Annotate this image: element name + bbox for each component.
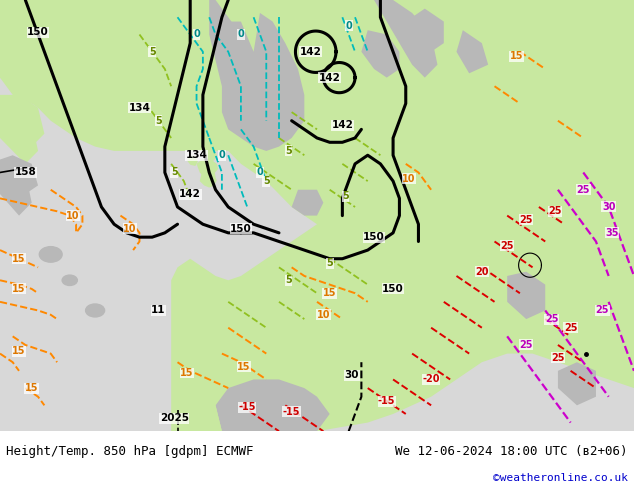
- Text: 0: 0: [219, 150, 225, 160]
- Text: 5: 5: [285, 275, 292, 285]
- Polygon shape: [209, 0, 298, 151]
- Text: 134: 134: [129, 103, 150, 113]
- Text: 0: 0: [238, 29, 244, 40]
- Text: 25: 25: [519, 215, 533, 225]
- Text: 5: 5: [263, 176, 269, 186]
- Text: 5: 5: [171, 168, 178, 177]
- Text: 142: 142: [319, 73, 340, 83]
- Text: 25: 25: [548, 206, 562, 216]
- Text: 10: 10: [123, 223, 137, 234]
- Text: 15: 15: [510, 51, 524, 61]
- Text: Height/Temp. 850 hPa [gdpm] ECMWF: Height/Temp. 850 hPa [gdpm] ECMWF: [6, 445, 254, 458]
- Polygon shape: [197, 159, 216, 182]
- Text: 150: 150: [27, 27, 49, 37]
- Polygon shape: [209, 0, 304, 164]
- Polygon shape: [254, 13, 304, 129]
- Text: 15: 15: [12, 346, 26, 356]
- Text: 25: 25: [576, 185, 590, 195]
- Text: 15: 15: [180, 368, 194, 378]
- Polygon shape: [0, 0, 634, 228]
- Polygon shape: [187, 155, 198, 166]
- Polygon shape: [202, 146, 217, 162]
- Text: 0: 0: [257, 168, 263, 177]
- Circle shape: [86, 304, 105, 317]
- Text: 25: 25: [564, 323, 578, 333]
- Polygon shape: [0, 155, 38, 194]
- Text: 142: 142: [300, 47, 321, 57]
- Polygon shape: [0, 160, 32, 216]
- Text: 10: 10: [402, 174, 416, 184]
- Text: We 12-06-2024 18:00 UTC (ʙ2+06): We 12-06-2024 18:00 UTC (ʙ2+06): [395, 445, 628, 458]
- Text: 15: 15: [237, 362, 251, 371]
- Polygon shape: [507, 271, 545, 319]
- Polygon shape: [0, 95, 44, 147]
- Text: 5: 5: [327, 258, 333, 268]
- Text: 25: 25: [551, 353, 565, 363]
- Text: 25: 25: [500, 241, 514, 251]
- Text: 5: 5: [342, 191, 349, 201]
- Text: 158: 158: [15, 168, 36, 177]
- Text: 15: 15: [12, 284, 26, 294]
- Polygon shape: [349, 0, 418, 95]
- Text: 134: 134: [186, 150, 207, 160]
- Text: 142: 142: [332, 120, 353, 130]
- Text: 142: 142: [179, 189, 201, 199]
- Text: -15: -15: [283, 407, 301, 417]
- Text: 0: 0: [193, 29, 200, 40]
- Text: 11: 11: [152, 305, 165, 316]
- Circle shape: [39, 246, 62, 262]
- Polygon shape: [216, 379, 330, 431]
- Polygon shape: [558, 362, 596, 405]
- Text: 15: 15: [12, 254, 26, 264]
- Text: 20: 20: [475, 267, 489, 277]
- Text: 25: 25: [519, 340, 533, 350]
- Text: 150: 150: [382, 284, 404, 294]
- Text: 150: 150: [230, 223, 252, 234]
- Polygon shape: [0, 0, 634, 431]
- Polygon shape: [292, 190, 323, 216]
- Polygon shape: [209, 22, 279, 151]
- Polygon shape: [406, 9, 444, 52]
- Polygon shape: [171, 0, 634, 431]
- Text: 15: 15: [323, 288, 337, 298]
- Text: 35: 35: [605, 228, 619, 238]
- Text: 5: 5: [149, 47, 155, 57]
- Text: 5: 5: [285, 146, 292, 156]
- Text: 2025: 2025: [160, 413, 189, 423]
- Polygon shape: [171, 397, 222, 431]
- Polygon shape: [456, 30, 488, 74]
- Text: 30: 30: [345, 370, 359, 380]
- Text: -15: -15: [238, 402, 256, 413]
- Polygon shape: [204, 160, 218, 173]
- Polygon shape: [361, 30, 399, 77]
- Text: 10: 10: [316, 310, 330, 320]
- Text: -20: -20: [422, 374, 440, 385]
- Polygon shape: [0, 34, 51, 108]
- Text: -15: -15: [378, 396, 396, 406]
- Text: 10: 10: [66, 211, 80, 220]
- Text: 30: 30: [602, 202, 616, 212]
- Circle shape: [62, 275, 77, 286]
- Polygon shape: [0, 103, 38, 164]
- Text: 0: 0: [346, 21, 352, 31]
- Polygon shape: [228, 22, 266, 77]
- Text: 5: 5: [155, 116, 162, 126]
- Polygon shape: [0, 52, 44, 103]
- Text: 25: 25: [595, 305, 609, 316]
- Polygon shape: [200, 172, 217, 188]
- Text: 25: 25: [545, 314, 559, 324]
- Text: 15: 15: [25, 383, 39, 393]
- Text: ©weatheronline.co.uk: ©weatheronline.co.uk: [493, 473, 628, 483]
- Polygon shape: [374, 0, 437, 77]
- Text: 150: 150: [363, 232, 385, 242]
